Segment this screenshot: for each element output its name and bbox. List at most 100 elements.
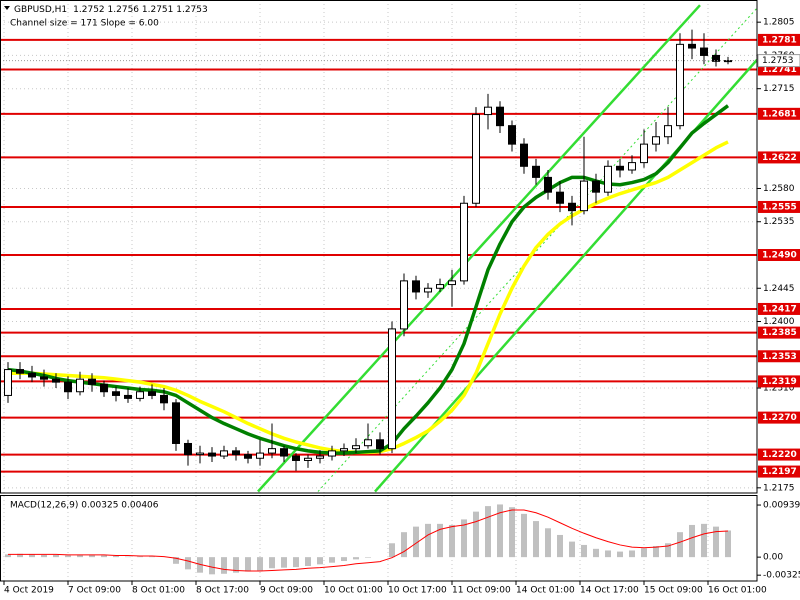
candle-body	[88, 378, 96, 385]
candle-body	[448, 280, 456, 286]
candle-body	[340, 448, 348, 452]
y-tick-label: 1.2535	[763, 217, 795, 227]
candle-body	[496, 106, 504, 127]
candle-body	[184, 442, 192, 456]
level-label-box	[758, 302, 800, 315]
main-frame	[0, 0, 758, 494]
x-tick-label: 9 Oct 09:00	[260, 586, 313, 596]
candle-body	[520, 143, 528, 167]
macd-bar	[497, 504, 503, 558]
grid	[0, 0, 757, 581]
y-tick-label: 1.2400	[763, 317, 795, 327]
macd-bar	[641, 548, 647, 558]
candle-body	[532, 165, 540, 178]
candle-body	[472, 114, 480, 204]
x-tick-label: 14 Oct 01:00	[516, 586, 575, 596]
candle-body	[544, 176, 552, 193]
level-label: 1.2385	[762, 328, 797, 338]
macd-bar	[401, 532, 407, 558]
candle-body	[328, 450, 336, 457]
macd-bar	[557, 534, 563, 558]
macd-bar	[365, 557, 371, 558]
candle-body	[400, 280, 408, 330]
macd-bar	[653, 546, 659, 558]
level-label-box	[758, 411, 800, 424]
y-tick-label: 1.2715	[763, 84, 795, 94]
macd-bar	[197, 557, 203, 573]
candle-body	[16, 369, 24, 374]
y-tick-label: -0.00325	[763, 571, 800, 581]
level-label-box	[758, 465, 800, 478]
candle-body	[100, 383, 108, 393]
macd-bar	[437, 523, 443, 558]
level-label-box	[758, 249, 800, 261]
macd-bar	[569, 541, 575, 558]
macd-bar	[665, 543, 671, 558]
ohlc: 1.2752 1.2756 1.2751 1.2753	[73, 5, 208, 15]
candle-body	[112, 391, 120, 396]
macd-bar	[533, 521, 539, 558]
x-tick-label: 14 Oct 17:00	[580, 586, 639, 596]
macd-bar	[509, 507, 515, 558]
macd-bar	[329, 557, 335, 563]
macd-frame	[0, 495, 758, 582]
candle-body	[136, 391, 144, 399]
candle-body	[580, 180, 588, 212]
x-tick-label: 11 Oct 09:00	[452, 586, 511, 596]
candle-body	[364, 439, 372, 447]
macd-bar	[449, 524, 455, 558]
macd-bar	[77, 554, 83, 558]
macd-bar	[233, 557, 239, 573]
x-tick-label: 10 Oct 01:00	[324, 586, 383, 596]
candle-body	[244, 454, 252, 459]
candle-body	[4, 369, 12, 396]
candle-body	[28, 372, 36, 378]
macd-bar	[65, 555, 71, 558]
macd-bar	[605, 550, 611, 558]
candle-body	[268, 448, 276, 454]
macd-bar	[113, 556, 119, 558]
candle-body	[556, 191, 564, 204]
x-tick-label: 10 Oct 17:00	[388, 586, 447, 596]
y-tick-label: 1.2445	[763, 284, 795, 294]
channel-line	[317, 7, 757, 492]
candle-body	[724, 60, 732, 63]
candle-body	[700, 47, 708, 56]
macd-bar	[521, 513, 527, 558]
candle-body	[604, 165, 612, 193]
candle-body	[220, 450, 228, 457]
macd-bar	[581, 544, 587, 558]
candle-body	[52, 378, 60, 383]
macd-bar	[593, 548, 599, 558]
candle-body	[616, 165, 624, 171]
candle-body	[292, 455, 300, 461]
menu-arrow[interactable]	[4, 6, 10, 10]
candle-body	[148, 391, 156, 396]
x-tick-label: 16 Oct 01:00	[708, 586, 767, 596]
candle-body	[460, 202, 468, 282]
candle-body	[412, 280, 420, 293]
level-label: 1.2555	[762, 202, 797, 212]
x-tick-label: 7 Oct 09:00	[68, 586, 121, 596]
candle-body	[280, 448, 288, 457]
candle-body	[64, 381, 72, 393]
candle-body	[652, 136, 660, 145]
level-label: 1.2741	[762, 65, 797, 75]
candle-body	[688, 43, 696, 49]
macd-bar	[137, 556, 143, 558]
candle-body	[256, 452, 264, 459]
candle-body	[352, 445, 360, 450]
macd-bar	[305, 557, 311, 567]
candle-body	[196, 452, 204, 456]
level-label: 1.2622	[762, 153, 797, 163]
signal-line	[8, 509, 729, 572]
candle-body	[484, 106, 492, 116]
candle-body	[316, 455, 324, 459]
macd-bar	[341, 557, 347, 562]
level-label-box	[758, 350, 800, 363]
macd-bar	[713, 526, 719, 558]
macd-bar	[389, 543, 395, 558]
candle-body	[568, 202, 576, 212]
macd-bar	[17, 553, 23, 558]
